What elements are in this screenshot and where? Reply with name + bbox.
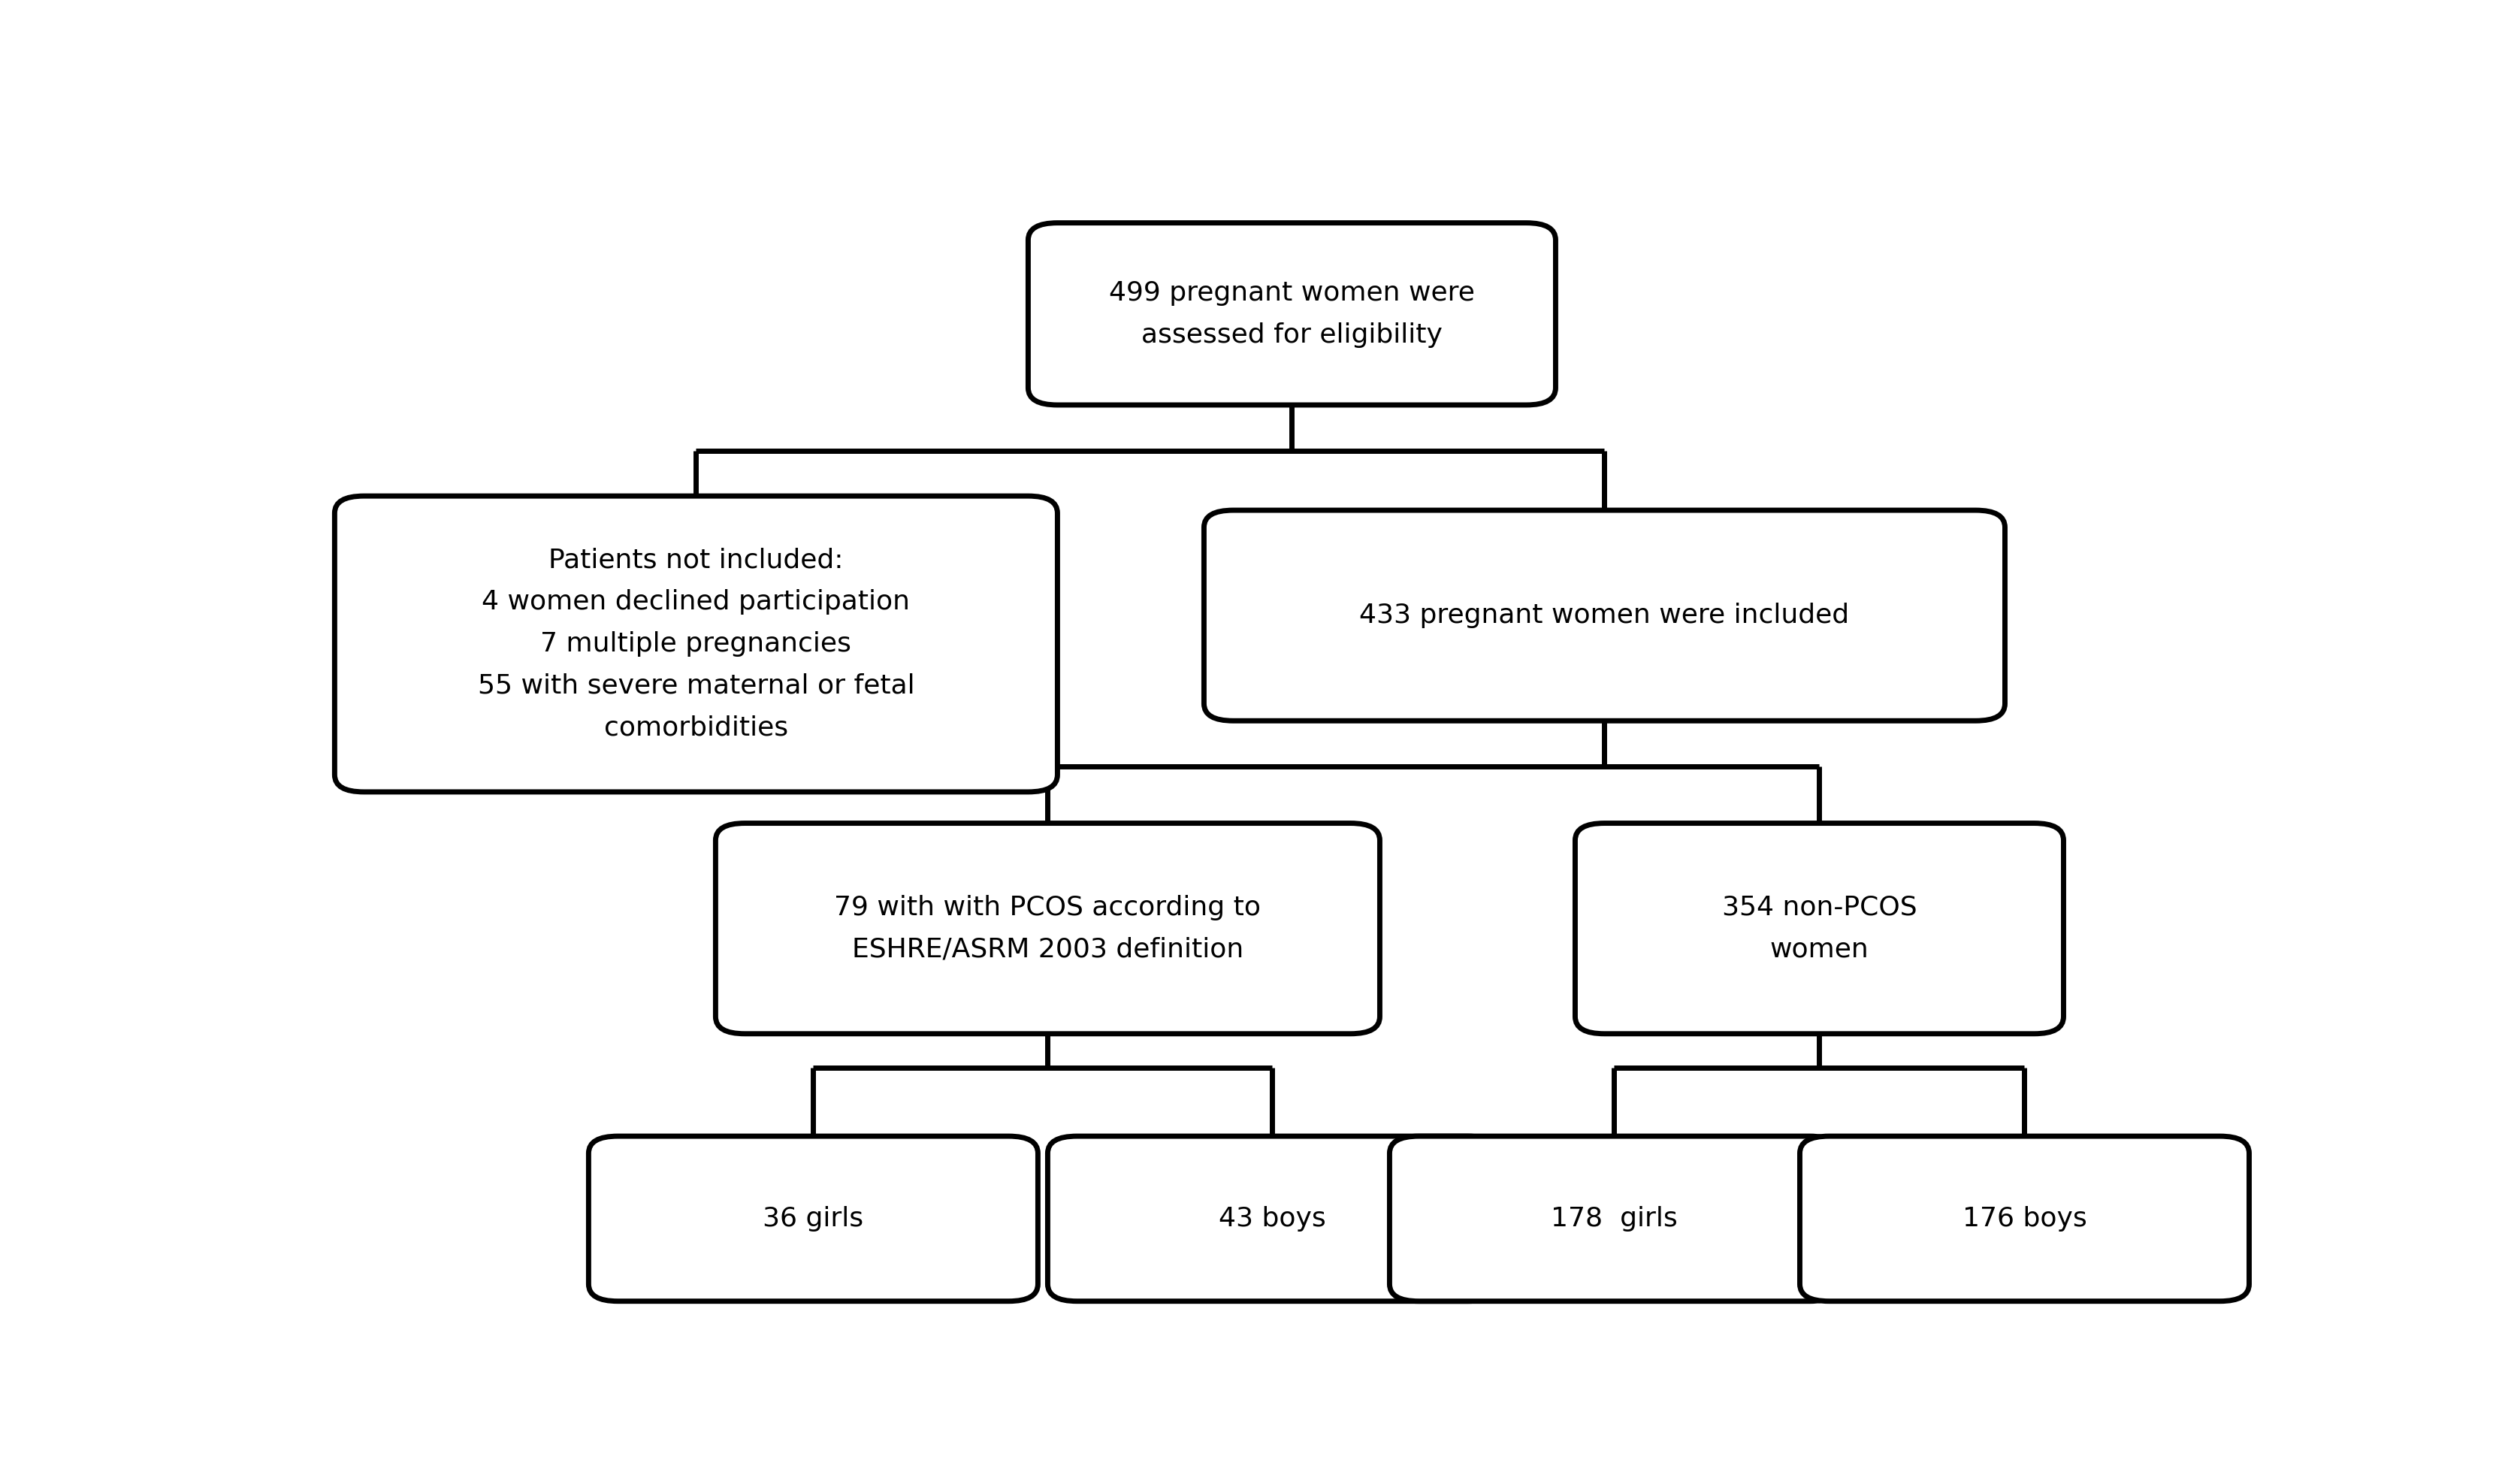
FancyBboxPatch shape <box>1389 1137 1837 1301</box>
FancyBboxPatch shape <box>716 823 1378 1033</box>
FancyBboxPatch shape <box>1205 510 2003 721</box>
Text: Patients not included:
4 women declined participation
7 multiple pregnancies
55 : Patients not included: 4 women declined … <box>476 548 915 740</box>
Text: 43 boys: 43 boys <box>1217 1206 1326 1231</box>
Text: 499 pregnant women were
assessed for eligibility: 499 pregnant women were assessed for eli… <box>1109 281 1474 347</box>
Text: 354 non-PCOS
women: 354 non-PCOS women <box>1721 894 1915 962</box>
Text: 79 with with PCOS according to
ESHRE/ASRM 2003 definition: 79 with with PCOS according to ESHRE/ASR… <box>834 894 1260 962</box>
Text: 36 girls: 36 girls <box>764 1206 864 1231</box>
FancyBboxPatch shape <box>335 497 1058 792</box>
Text: 178  girls: 178 girls <box>1550 1206 1678 1231</box>
Text: 433 pregnant women were included: 433 pregnant women were included <box>1358 603 1850 628</box>
FancyBboxPatch shape <box>1799 1137 2248 1301</box>
FancyBboxPatch shape <box>1048 1137 1497 1301</box>
FancyBboxPatch shape <box>590 1137 1038 1301</box>
FancyBboxPatch shape <box>1575 823 2064 1033</box>
FancyBboxPatch shape <box>1028 223 1555 405</box>
Text: 176 boys: 176 boys <box>1961 1206 2087 1231</box>
